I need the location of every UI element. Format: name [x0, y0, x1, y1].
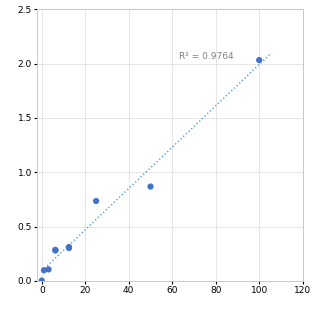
Point [39, 278, 44, 283]
Text: R² = 0.9764: R² = 0.9764 [179, 52, 233, 61]
Point [46, 267, 51, 272]
Point [66, 246, 71, 251]
Point [66, 245, 71, 250]
Point [53, 247, 58, 252]
Point [41, 268, 46, 273]
Point [148, 184, 153, 189]
Point [53, 248, 58, 253]
Point [257, 58, 262, 63]
Point [94, 198, 99, 203]
